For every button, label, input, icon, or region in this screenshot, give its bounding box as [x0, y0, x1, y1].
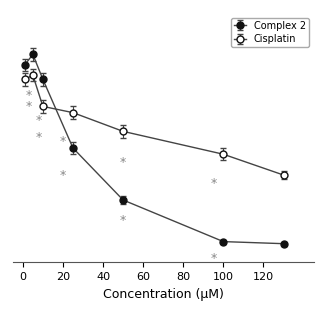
Text: *: * [120, 214, 126, 227]
Text: *: * [120, 156, 126, 169]
X-axis label: Concentration (μM): Concentration (μM) [103, 288, 224, 301]
Text: *: * [210, 252, 216, 265]
Text: *: * [26, 100, 32, 113]
Text: *: * [36, 131, 42, 144]
Text: *: * [210, 177, 216, 190]
Text: *: * [26, 90, 32, 102]
Text: *: * [60, 169, 66, 181]
Text: *: * [60, 135, 66, 148]
Text: *: * [36, 115, 42, 127]
Legend: Complex 2, Cisplatin: Complex 2, Cisplatin [231, 18, 309, 47]
